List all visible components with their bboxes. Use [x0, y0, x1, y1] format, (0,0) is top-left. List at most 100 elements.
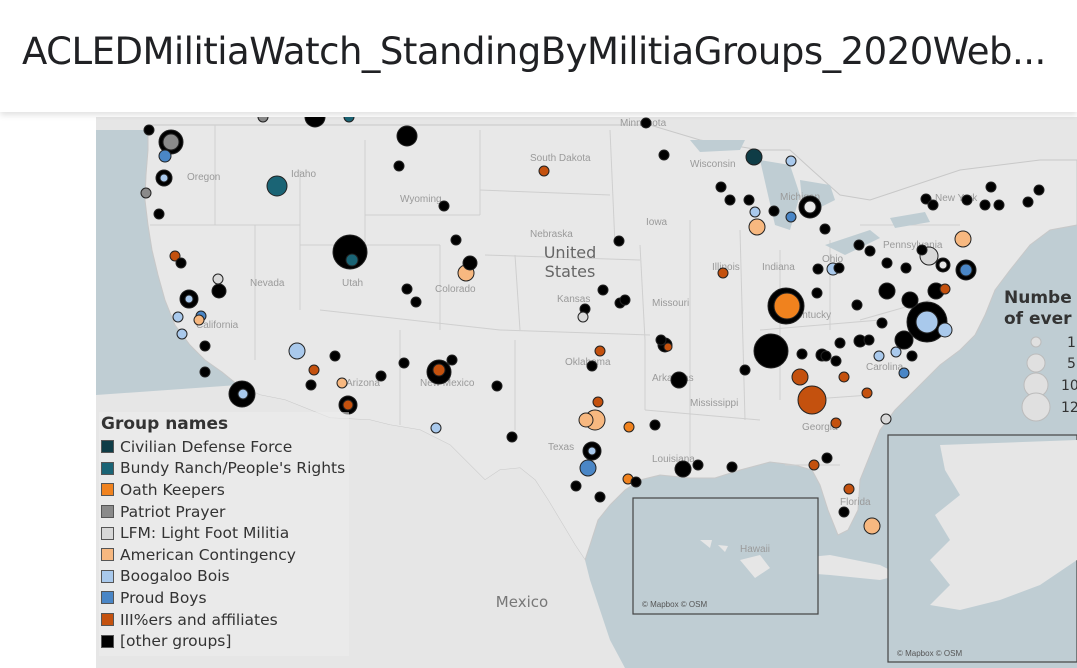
event-marker	[398, 357, 410, 369]
legend-swatch	[101, 613, 114, 627]
state-label: New Mexico	[420, 378, 475, 389]
state-label: Louisiana	[652, 454, 695, 465]
event-marker	[753, 333, 789, 369]
event-marker	[211, 283, 227, 299]
event-marker	[663, 342, 673, 352]
legend-label: III%ers and affiliates	[120, 610, 278, 629]
legend-item[interactable]: LFM: Light Foot Militia	[101, 522, 345, 544]
legend-swatch	[101, 461, 114, 475]
event-marker	[876, 317, 888, 329]
event-marker	[143, 124, 155, 136]
event-marker	[717, 267, 729, 279]
event-marker	[658, 149, 670, 161]
state-label: California	[196, 320, 239, 331]
event-marker	[586, 360, 598, 372]
event-marker	[450, 234, 462, 246]
legend-item[interactable]: Boogaloo Bois	[101, 566, 345, 588]
event-marker	[184, 294, 194, 304]
legend-swatch	[101, 483, 114, 497]
legend-item[interactable]: Patriot Prayer	[101, 501, 345, 523]
state-label: Idaho	[291, 169, 316, 180]
event-marker	[655, 334, 667, 346]
state-borders	[150, 125, 960, 466]
legend-item[interactable]: [other groups]	[101, 630, 345, 652]
event-marker	[724, 194, 736, 206]
event-marker	[808, 459, 820, 471]
country-label-2: States	[545, 262, 596, 281]
event-marker	[176, 328, 188, 340]
state-label: Hawaii	[740, 544, 770, 555]
state-label: Michigan	[780, 192, 820, 203]
event-marker	[506, 431, 518, 443]
title-bar: ACLEDMilitiaWatch_StandingByMilitiaGroup…	[0, 0, 1077, 112]
event-marker	[749, 206, 761, 218]
event-marker	[336, 377, 348, 389]
event-marker	[162, 133, 180, 151]
state-label: Wisconsin	[690, 159, 736, 170]
legend-item[interactable]: Bundy Ranch/People's Rights	[101, 458, 345, 480]
alaska-attribution: © Mapbox © OSM	[897, 649, 962, 658]
event-marker	[332, 234, 368, 270]
legend-label: American Contingency	[120, 545, 296, 564]
mexico-label: Mexico	[496, 593, 548, 611]
event-marker	[851, 299, 863, 311]
event-marker	[938, 260, 948, 270]
legend-item[interactable]: III%ers and affiliates	[101, 609, 345, 631]
size-legend-title-2: of ever	[1004, 309, 1072, 329]
event-marker	[594, 345, 606, 357]
event-marker	[266, 175, 288, 197]
event-marker	[619, 294, 631, 306]
state-label: Illinois	[712, 262, 740, 273]
legend-item[interactable]: Oath Keepers	[101, 479, 345, 501]
event-marker	[830, 417, 842, 429]
event-marker	[785, 155, 797, 167]
event-marker	[308, 364, 320, 376]
legend-label: Bundy Ranch/People's Rights	[120, 459, 346, 478]
hawaii-islands	[700, 540, 770, 578]
size-value: 5	[1067, 356, 1076, 372]
legend-item[interactable]: Civilian Defense Force	[101, 436, 345, 458]
event-marker	[745, 148, 763, 166]
size-value: 1	[1067, 335, 1076, 351]
event-marker	[570, 480, 582, 492]
event-marker	[768, 205, 780, 217]
event-marker	[915, 310, 939, 334]
state-label: Kentucky	[790, 310, 831, 321]
event-marker	[863, 517, 881, 535]
event-marker	[864, 245, 876, 257]
state-label: Ohio	[822, 254, 844, 265]
event-marker	[890, 346, 902, 358]
event-marker	[985, 181, 997, 193]
event-marker	[592, 396, 604, 408]
event-marker	[959, 263, 973, 277]
event-marker	[979, 199, 991, 211]
legend-swatch	[101, 548, 114, 562]
document-title: ACLEDMilitiaWatch_StandingByMilitiaGroup…	[22, 30, 1046, 73]
event-marker	[577, 311, 589, 323]
event-marker	[538, 165, 550, 177]
event-marker	[900, 262, 912, 274]
hawaii-attribution: © Mapbox © OSM	[642, 600, 707, 609]
event-marker	[692, 459, 704, 471]
state-label: Colorado	[435, 284, 476, 295]
event-marker	[342, 399, 354, 411]
event-marker	[916, 244, 928, 256]
legend-item[interactable]: Proud Boys	[101, 587, 345, 609]
event-marker	[993, 199, 1005, 211]
state-label: Utah	[342, 278, 363, 289]
legend-label: [other groups]	[120, 632, 232, 651]
country-label: United	[544, 243, 597, 262]
event-marker	[172, 311, 184, 323]
legend-item[interactable]: American Contingency	[101, 544, 345, 566]
state-label: Arizona	[346, 378, 380, 389]
size-legend-circles	[1021, 336, 1051, 422]
event-marker	[430, 422, 442, 434]
event-marker	[594, 491, 606, 503]
event-marker	[199, 340, 211, 352]
event-marker	[199, 366, 211, 378]
legend-label: Patriot Prayer	[120, 502, 226, 521]
event-marker	[410, 296, 422, 308]
event-marker	[375, 370, 387, 382]
event-marker	[726, 461, 738, 473]
legend-items: Civilian Defense Force Bundy Ranch/People…	[101, 436, 345, 652]
